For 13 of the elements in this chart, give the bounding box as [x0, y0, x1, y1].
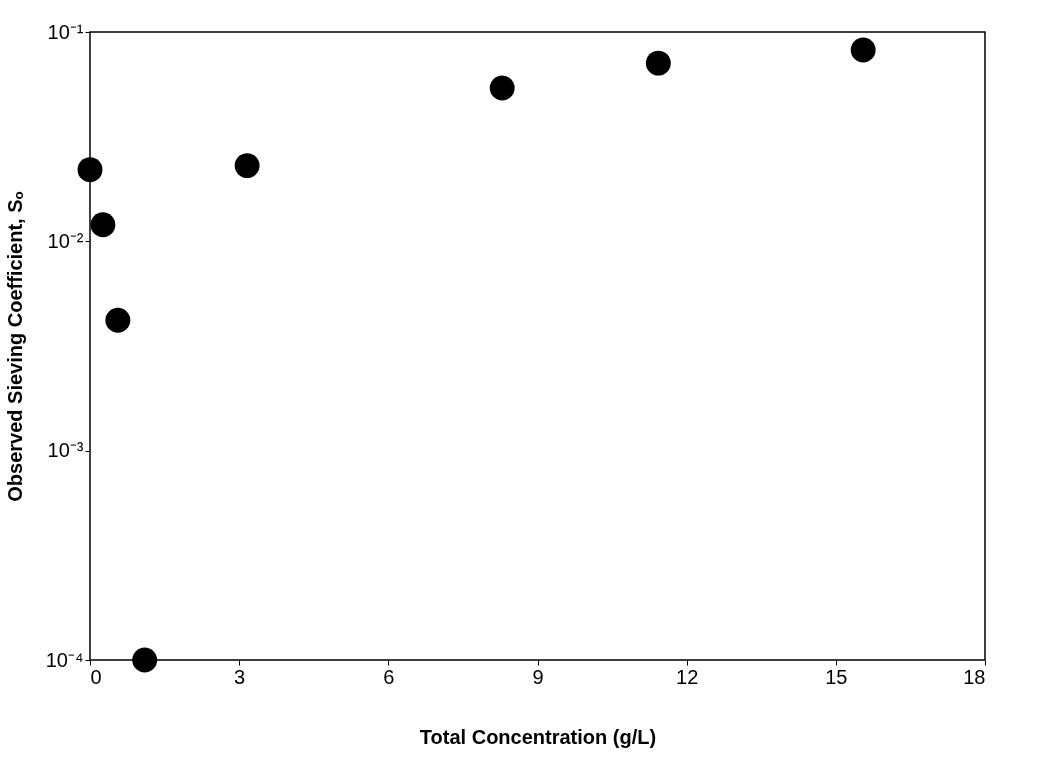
- y-tick-label: 10⁻¹: [47, 20, 84, 43]
- x-tick-label: 6: [383, 665, 395, 688]
- x-tick-label: 0: [90, 665, 102, 688]
- y-tick-label: 10⁻²: [47, 229, 84, 252]
- x-tick-label: 3: [234, 665, 246, 688]
- x-tick-label: 12: [676, 665, 699, 688]
- x-tick-label: 9: [532, 665, 544, 688]
- x-tick-label: 18: [963, 665, 986, 688]
- y-tick-label: 10⁻³: [47, 439, 84, 462]
- y-axis-title: Observed Sieving Coefficient, Sₒ: [3, 191, 26, 502]
- x-axis-title: Total Concentration (g/L): [419, 725, 657, 748]
- x-tick-label: 15: [825, 665, 848, 688]
- y-tick-label: 10⁻⁴: [45, 648, 84, 671]
